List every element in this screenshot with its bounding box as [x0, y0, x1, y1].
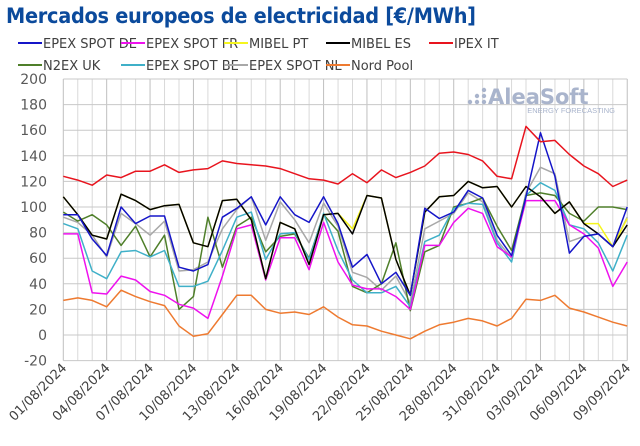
- series-line-epex-spot-de: [63, 132, 628, 297]
- series-line-mibel-es: [62, 180, 628, 297]
- legend-item-ipex-it: IPEX IT: [429, 37, 499, 52]
- y-axis: -20 0 20 40 60 80 100 120 140 160 180 200: [20, 72, 47, 370]
- legend-label: EPEX SPOT BE: [146, 59, 239, 74]
- legend-item-mibel-es: MIBEL ES: [326, 37, 411, 52]
- y-tick-label: 0: [38, 328, 47, 344]
- series-line-n2ex-uk: [62, 192, 628, 312]
- legend-label: IPEX IT: [454, 37, 499, 52]
- legend-item-epex-spot-nl: EPEX SPOT NL: [224, 59, 342, 74]
- grid: [62, 78, 628, 362]
- legend-item-nord-pool: Nord Pool: [326, 59, 413, 74]
- legend-item-epex-spot-de: EPEX SPOT DE: [18, 37, 137, 52]
- svg-text:AleaSoft: AleaSoft: [488, 85, 589, 109]
- series-lines: [62, 125, 628, 340]
- y-tick-label: 60: [29, 251, 47, 267]
- legend-label: N2EX UK: [43, 59, 101, 74]
- aleasoft-watermark-logo: AleaSoft ENERGY FORECASTING: [467, 85, 615, 115]
- y-tick-label: 200: [20, 72, 47, 88]
- y-tick-label: 80: [29, 226, 47, 242]
- legend-label: MIBEL ES: [351, 37, 411, 52]
- series-line-epex-spot-nl: [63, 166, 628, 304]
- series-line-ipex-it: [63, 125, 628, 188]
- legend-item-epex-spot-fr: EPEX SPOT FR: [121, 37, 238, 52]
- series-line-epex-spot-be: [63, 181, 628, 308]
- legend-label: MIBEL PT: [249, 37, 308, 52]
- legend-item-mibel-pt: MIBEL PT: [224, 37, 308, 52]
- legend-label: EPEX SPOT FR: [146, 37, 238, 52]
- series-line-epex-spot-fr: [63, 199, 628, 320]
- y-tick-label: 160: [20, 123, 47, 139]
- legend-item-epex-spot-be: EPEX SPOT BE: [121, 59, 239, 74]
- y-tick-label: 40: [29, 277, 47, 293]
- legend-label: Nord Pool: [351, 59, 413, 74]
- chart-title: Mercados europeos de electricidad [€/MWh…: [6, 4, 476, 28]
- series-line-nord-pool: [63, 289, 628, 340]
- y-tick-label: 100: [20, 200, 47, 216]
- legend-item-n2ex-uk: N2EX UK: [18, 59, 101, 74]
- y-tick-label: -20: [24, 354, 47, 370]
- y-tick-label: 20: [29, 302, 47, 318]
- legend: EPEX SPOT DE EPEX SPOT FR MIBEL PT MIBEL ES…: [18, 37, 499, 74]
- y-tick-label: 140: [20, 149, 47, 165]
- legend-label: EPEX SPOT DE: [43, 37, 137, 52]
- x-axis: 01/08/202404/08/202407/08/202410/08/2024…: [7, 361, 635, 425]
- y-tick-label: 120: [20, 174, 47, 190]
- svg-text:ENERGY FORECASTING: ENERGY FORECASTING: [527, 106, 615, 115]
- y-tick-label: 180: [20, 98, 47, 114]
- legend-label: EPEX SPOT NL: [249, 59, 342, 74]
